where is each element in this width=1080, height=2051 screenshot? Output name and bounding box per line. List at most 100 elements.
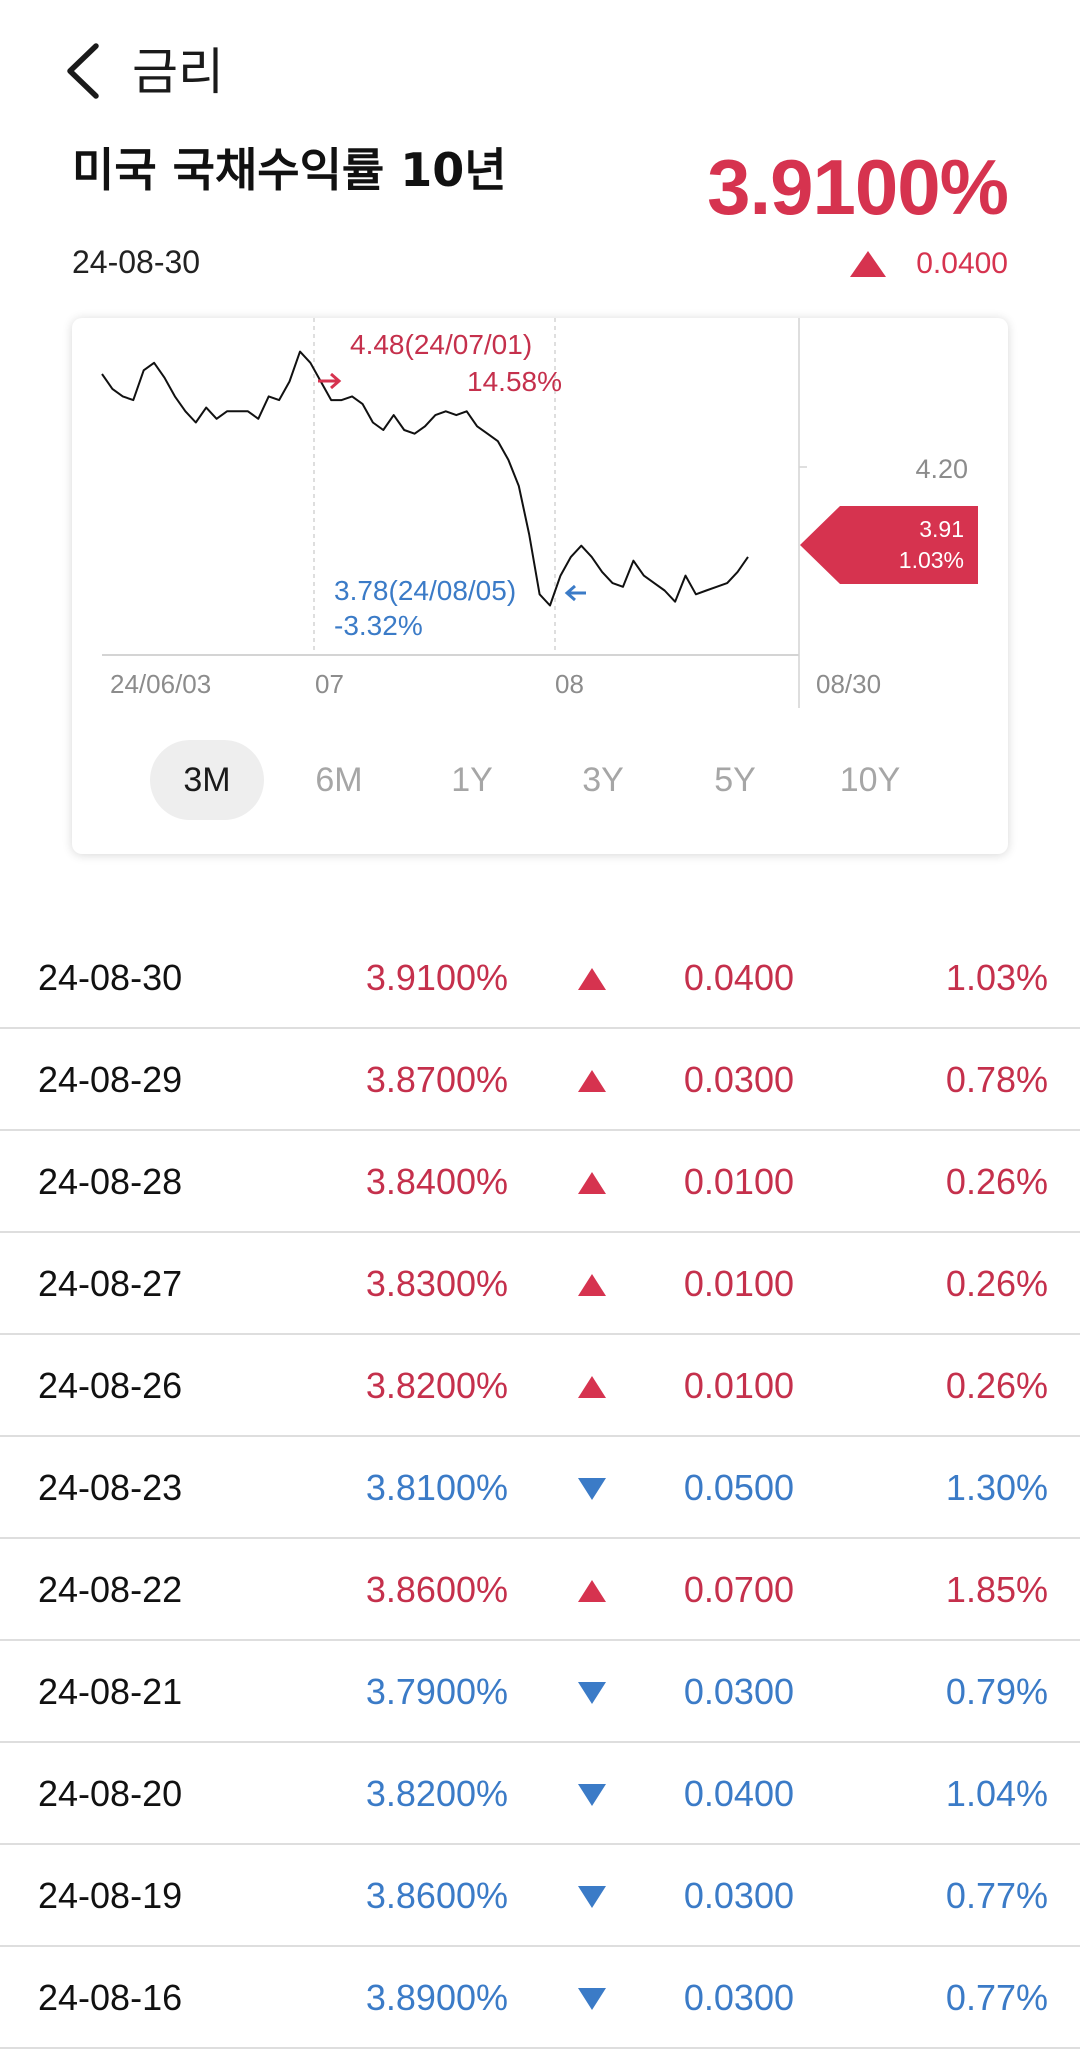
flag-value: 3.91: [919, 516, 964, 542]
triangle-down-icon: [578, 1886, 606, 1908]
row-change: 0.0300: [683, 1671, 794, 1712]
table-row: 24-08-30 3.9100% 0.0400 1.03%: [0, 927, 1080, 1029]
x-tick-label: 07: [315, 669, 344, 699]
max-annotation: 4.48(24/07/01) 14.58%: [318, 329, 562, 397]
range-button-3y[interactable]: 3Y: [582, 761, 624, 799]
triangle-down-icon: [578, 1478, 606, 1500]
row-date: 24-08-26: [38, 1365, 183, 1406]
row-rate: 3.8700%: [365, 1059, 508, 1100]
as-of-date: 24-08-30: [72, 244, 201, 280]
table-row: 24-08-27 3.8300% 0.0100 0.26%: [0, 1233, 1080, 1335]
triangle-up-icon: [578, 1172, 606, 1194]
row-date: 24-08-16: [38, 1977, 183, 2018]
row-change: 0.0100: [683, 1365, 794, 1406]
table-row: 24-08-26 3.8200% 0.0100 0.26%: [0, 1335, 1080, 1437]
range-button-5y[interactable]: 5Y: [714, 761, 756, 799]
arrow-right-icon: [318, 372, 342, 390]
row-rate: 3.8300%: [365, 1263, 508, 1304]
row-change: 0.0100: [683, 1161, 794, 1202]
flag-change: 1.03%: [899, 547, 964, 573]
table-row: 24-08-22 3.8600% 0.0700 1.85%: [0, 1539, 1080, 1641]
row-date: 24-08-23: [38, 1467, 183, 1508]
vertical-gridlines: [313, 318, 800, 708]
row-rate: 3.8600%: [365, 1875, 508, 1916]
y-tick-label: 4.20: [915, 454, 968, 484]
table-row: 24-08-23 3.8100% 0.0500 1.30%: [0, 1437, 1080, 1539]
min-annotation: 3.78(24/08/05) -3.32%: [334, 575, 586, 641]
min-change-label: -3.32%: [334, 610, 423, 641]
row-rate: 3.8200%: [365, 1773, 508, 1814]
triangle-up-icon: [578, 1376, 606, 1398]
triangle-down-icon: [578, 1682, 606, 1704]
row-rate: 3.9100%: [365, 957, 508, 998]
series-line: [101, 350, 749, 607]
period-selector: 3M 6M 1Y 3Y 5Y 10Y: [72, 740, 1008, 822]
page-title: 금리: [132, 44, 224, 100]
row-percent: 1.04%: [945, 1773, 1048, 1814]
range-button-10y[interactable]: 10Y: [839, 761, 901, 799]
row-percent: 0.78%: [945, 1059, 1048, 1100]
row-rate: 3.8900%: [365, 1977, 508, 2018]
row-change: 0.0300: [683, 1875, 794, 1916]
row-change: 0.0300: [683, 1059, 794, 1100]
rate-change: 0.0400: [850, 244, 1008, 284]
change-value: 0.0400: [916, 247, 1008, 280]
table-row: 24-08-19 3.8600% 0.0300 0.77%: [0, 1845, 1080, 1947]
rate-line-chart: 4.20 24/06/03 07 08 08/30 4.48(24/07/01)…: [101, 318, 978, 708]
row-date: 24-08-30: [38, 957, 183, 998]
row-percent: 0.26%: [945, 1161, 1048, 1202]
row-change: 0.0400: [683, 957, 794, 998]
row-rate: 3.8100%: [365, 1467, 508, 1508]
row-percent: 1.85%: [945, 1569, 1048, 1610]
table-row: 24-08-16 3.8900% 0.0300 0.77%: [0, 1947, 1080, 2049]
table-row: 24-08-20 3.8200% 0.0400 1.04%: [0, 1743, 1080, 1845]
max-change-label: 14.58%: [467, 366, 562, 397]
row-percent: 0.79%: [945, 1671, 1048, 1712]
current-value-flag: 3.91 1.03%: [800, 506, 978, 584]
row-date: 24-08-21: [38, 1671, 183, 1712]
row-change: 0.0300: [683, 1977, 794, 2018]
row-percent: 0.77%: [945, 1977, 1048, 2018]
row-change: 0.0500: [683, 1467, 794, 1508]
table-row: 24-08-29 3.8700% 0.0300 0.78%: [0, 1029, 1080, 1131]
row-date: 24-08-22: [38, 1569, 183, 1610]
min-value-label: 3.78(24/08/05): [334, 575, 516, 606]
triangle-up-icon: [578, 968, 606, 990]
top-app-bar: 금리: [0, 0, 1080, 140]
table-row: 24-08-21 3.7900% 0.0300 0.79%: [0, 1641, 1080, 1743]
current-rate: 3.9100%: [707, 143, 1009, 231]
row-date: 24-08-28: [38, 1161, 183, 1202]
x-tick-label: 24/06/03: [110, 669, 211, 699]
table-row: 24-08-28 3.8400% 0.0100 0.26%: [0, 1131, 1080, 1233]
row-percent: 0.26%: [945, 1365, 1048, 1406]
chart-card: 4.20 24/06/03 07 08 08/30 4.48(24/07/01)…: [72, 318, 1008, 854]
triangle-up-icon: [850, 251, 887, 277]
row-percent: 0.77%: [945, 1875, 1048, 1916]
row-rate: 3.8600%: [365, 1569, 508, 1610]
triangle-up-icon: [578, 1274, 606, 1296]
x-tick-label: 08/30: [816, 669, 881, 699]
range-button-3m[interactable]: 3M: [150, 740, 264, 820]
chevron-left-icon[interactable]: [58, 40, 114, 102]
x-tick-label: 08: [555, 669, 584, 699]
row-rate: 3.8200%: [365, 1365, 508, 1406]
row-date: 24-08-20: [38, 1773, 183, 1814]
arrow-left-icon: [564, 584, 586, 602]
triangle-down-icon: [578, 1784, 606, 1806]
bond-name: 미국 국채수익률 10년: [72, 143, 507, 197]
row-date: 24-08-27: [38, 1263, 183, 1304]
row-change: 0.0400: [683, 1773, 794, 1814]
row-date: 24-08-19: [38, 1875, 183, 1916]
triangle-down-icon: [578, 1988, 606, 2010]
row-rate: 3.8400%: [365, 1161, 508, 1202]
triangle-up-icon: [578, 1070, 606, 1092]
triangle-up-icon: [578, 1580, 606, 1602]
max-value-label: 4.48(24/07/01): [350, 329, 532, 360]
row-percent: 1.03%: [945, 957, 1048, 998]
range-button-6m[interactable]: 6M: [315, 761, 363, 799]
range-button-1y[interactable]: 1Y: [451, 761, 493, 799]
row-percent: 0.26%: [945, 1263, 1048, 1304]
row-change: 0.0700: [683, 1569, 794, 1610]
row-percent: 1.30%: [945, 1467, 1048, 1508]
row-date: 24-08-29: [38, 1059, 183, 1100]
